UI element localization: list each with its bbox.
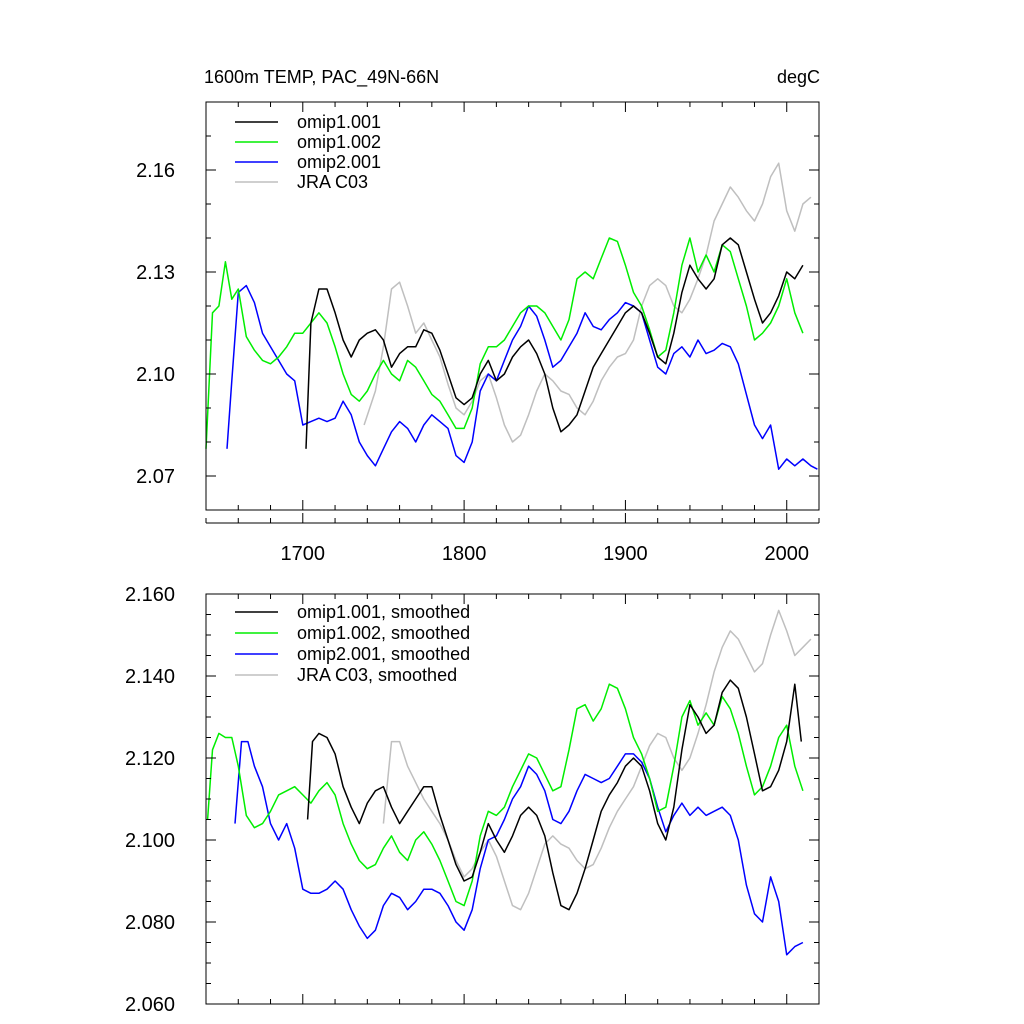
series-line-omip1-002-smoothed bbox=[206, 683, 804, 907]
x-tick-label: 1900 bbox=[603, 543, 648, 565]
series-line-omip1-001-smoothed bbox=[306, 679, 803, 911]
y-tick-label: 2.080 bbox=[125, 912, 175, 934]
series-line-omip2-001-smoothed bbox=[234, 740, 804, 956]
bottom-panel: 2.060 2.080 2.100 2.120 2.140 2.160 omip1.001… bbox=[125, 584, 820, 1016]
x-tick-label: 1800 bbox=[442, 543, 487, 565]
legend-label-omip1-001: omip1.001 bbox=[297, 112, 381, 132]
series-line-omip2-001 bbox=[226, 284, 818, 470]
legend-label-jra-c03-smoothed: JRA C03, smoothed bbox=[297, 665, 457, 685]
y-tick-label: 2.10 bbox=[136, 364, 175, 386]
top-chart-title: 1600m TEMP, PAC_49N-66N bbox=[204, 67, 439, 88]
top-x-axis: 1700 1800 1900 2000 bbox=[205, 513, 820, 565]
legend-label-omip1-002-smoothed: omip1.002, smoothed bbox=[297, 623, 470, 643]
legend-label-omip2-001: omip2.001 bbox=[297, 152, 381, 172]
bottom-series-group bbox=[206, 609, 812, 956]
top-chart-units: degC bbox=[777, 67, 820, 87]
bottom-x-ticks bbox=[205, 594, 820, 1004]
y-tick-label: 2.160 bbox=[125, 584, 175, 606]
legend-label-omip1-001-smoothed: omip1.001, smoothed bbox=[297, 602, 470, 622]
y-tick-label: 2.100 bbox=[125, 830, 175, 852]
legend-label-omip2-001-smoothed: omip2.001, smoothed bbox=[297, 644, 470, 664]
top-y-axis: 2.07 2.10 2.13 2.16 bbox=[136, 101, 819, 511]
y-tick-label: 2.13 bbox=[136, 262, 175, 284]
y-tick-label: 2.16 bbox=[136, 160, 175, 182]
series-line-jra-c03-smoothed bbox=[382, 609, 812, 911]
legend-label-omip1-002: omip1.002 bbox=[297, 132, 381, 152]
legend-label-jra-c03: JRA C03 bbox=[297, 172, 368, 192]
y-tick-label: 2.120 bbox=[125, 748, 175, 770]
x-tick-label: 2000 bbox=[764, 543, 809, 565]
series-line-jra-c03 bbox=[363, 162, 812, 443]
y-tick-label: 2.07 bbox=[136, 466, 175, 488]
series-line-omip1-002 bbox=[205, 237, 804, 449]
bottom-y-axis: 2.060 2.080 2.100 2.120 2.140 2.160 bbox=[125, 584, 819, 1016]
x-tick-label: 1700 bbox=[281, 543, 326, 565]
series-line-omip1-001 bbox=[305, 237, 804, 449]
y-tick-label: 2.060 bbox=[125, 994, 175, 1016]
top-series-group bbox=[205, 162, 818, 470]
top-panel: 1600m TEMP, PAC_49N-66N degC 2.07 2.10 2.1… bbox=[136, 67, 820, 565]
top-x-ticks-top bbox=[205, 102, 820, 510]
y-tick-label: 2.140 bbox=[125, 666, 175, 688]
